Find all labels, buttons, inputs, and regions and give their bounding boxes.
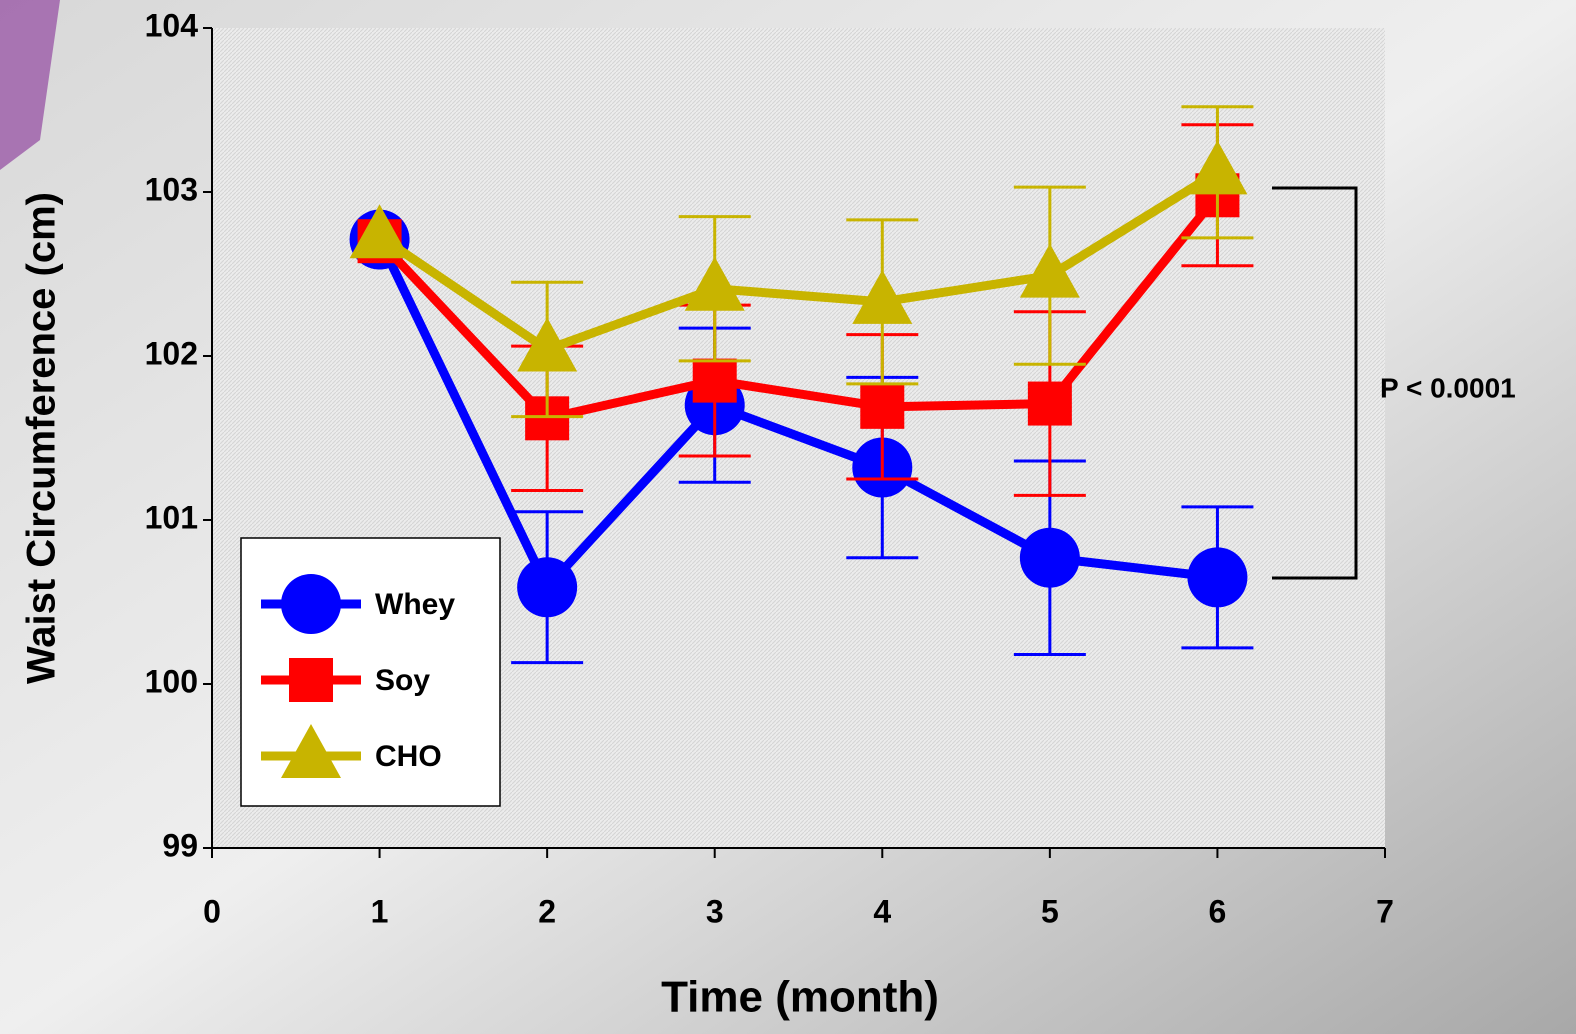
y-tick-label: 100 <box>145 663 198 699</box>
marker <box>852 269 913 324</box>
marker <box>1187 140 1248 195</box>
marker <box>349 204 410 259</box>
marker <box>684 256 745 311</box>
series-line <box>377 168 1220 354</box>
x-tick-label: 2 <box>538 893 556 929</box>
y-tick-label: 99 <box>162 827 198 863</box>
y-axis-label: Waist Circumference (cm) <box>20 192 64 684</box>
x-tick-label: 3 <box>706 893 724 929</box>
x-axis-label: Time (month) <box>661 973 939 1022</box>
x-tick-label: 1 <box>371 893 389 929</box>
x-tick-label: 6 <box>1209 893 1227 929</box>
marker <box>860 384 905 429</box>
legend-marker <box>289 658 333 702</box>
y-tick-label: 103 <box>145 171 198 207</box>
annotation: P < 0.0001 <box>1380 372 1516 403</box>
corner-decoration <box>0 0 60 170</box>
marker <box>517 557 578 618</box>
legend-label: Soy <box>375 664 430 697</box>
marker <box>1027 381 1072 426</box>
y-tick-label: 102 <box>145 335 198 371</box>
significance-bracket <box>1272 186 1358 580</box>
marker <box>1187 547 1248 608</box>
legend-label: Whey <box>375 588 455 621</box>
x-tick-label: 7 <box>1376 893 1394 929</box>
legend-box <box>240 537 501 807</box>
x-tick-label: 5 <box>1041 893 1059 929</box>
marker <box>1019 527 1080 588</box>
marker <box>692 358 737 403</box>
marker <box>517 317 578 372</box>
series-line <box>376 192 1221 423</box>
y-tick-label: 104 <box>145 7 199 43</box>
legend-marker <box>281 574 341 634</box>
marker <box>1019 243 1080 298</box>
x-tick-label: 0 <box>203 893 221 929</box>
legend-marker <box>281 724 341 778</box>
x-tick-label: 4 <box>873 893 891 929</box>
legend-label: CHO <box>375 740 442 773</box>
y-tick-label: 101 <box>145 499 198 535</box>
